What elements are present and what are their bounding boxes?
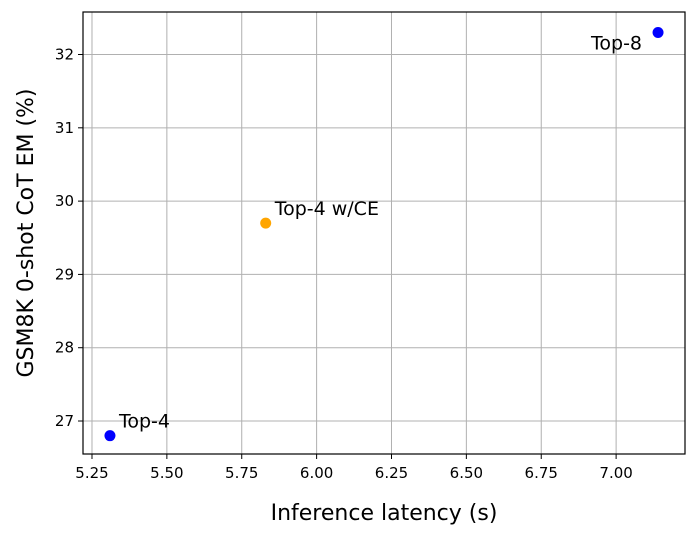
y-tick-label: 28 [55,339,74,357]
y-axis-label: GSM8K 0-shot CoT EM (%) [14,88,39,377]
point-label: Top-4 [118,411,170,433]
y-tick-label: 30 [55,192,74,210]
data-point [104,430,116,442]
y-tick-label: 29 [55,265,74,283]
grid [83,12,685,454]
x-tick-label: 6.75 [525,464,558,482]
point-label: Top-4 w/CE [274,198,379,220]
x-tick-label: 5.25 [75,464,108,482]
y-tick-label: 31 [55,119,74,137]
data-point [260,217,272,229]
axis-ticks: 5.25 5.50 5.75 6.00 6.25 6.50 6.75 7.00 27 28 29 30… [55,46,633,482]
y-tick-label: 32 [55,46,74,64]
y-tick-label: 27 [55,412,74,430]
x-tick-label: 6.25 [375,464,408,482]
x-tick-label: 6.00 [300,464,333,482]
x-tick-label: 7.00 [599,464,632,482]
plot-frame [82,11,686,455]
x-tick-label: 5.75 [225,464,258,482]
point-label: Top-8 [590,33,642,55]
data-points: Top-4 Top-4 w/CE Top-8 [104,27,664,442]
x-tick-label: 6.50 [450,464,483,482]
data-point [652,27,664,39]
x-tick-label: 5.50 [150,464,183,482]
x-axis-label: Inference latency (s) [271,501,498,526]
